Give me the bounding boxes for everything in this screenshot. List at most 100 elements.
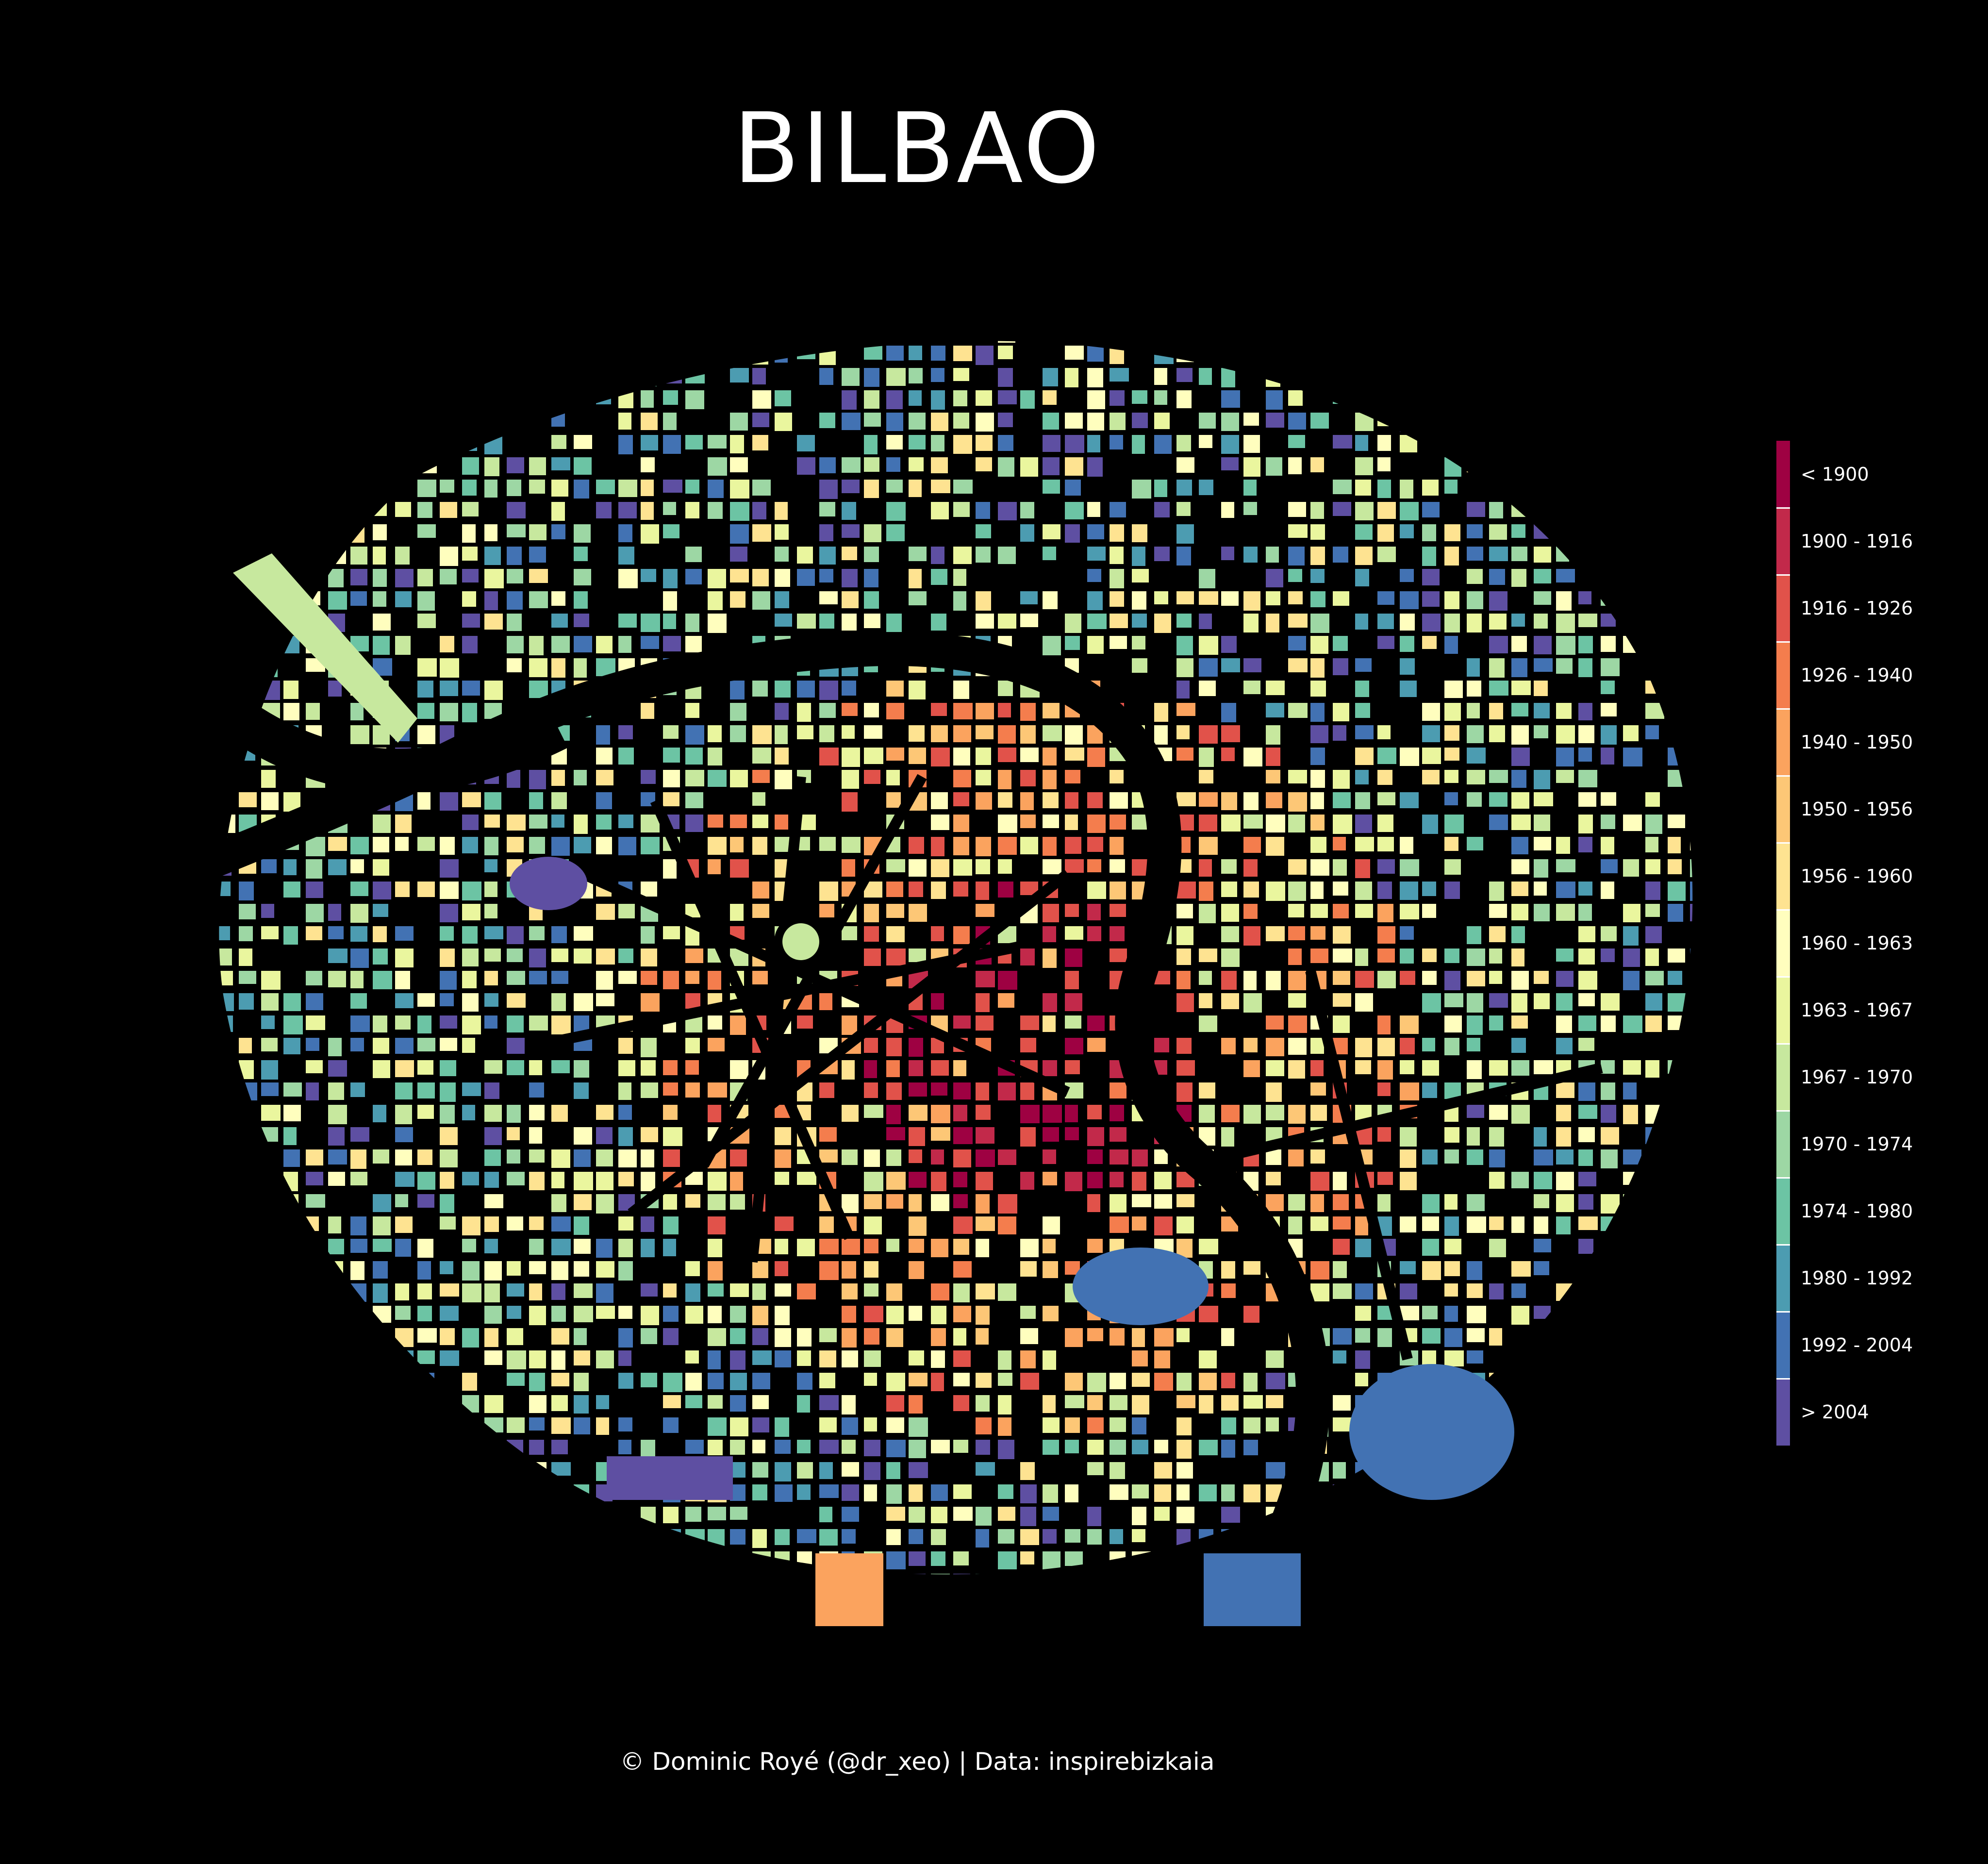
building-block	[797, 346, 815, 359]
building-block	[1556, 703, 1572, 719]
building-block	[507, 1216, 523, 1231]
building-block	[283, 993, 301, 1011]
building-block	[529, 1551, 548, 1568]
building-block	[1467, 703, 1480, 718]
building-block	[1668, 435, 1682, 449]
building-block	[1221, 636, 1237, 653]
building-block	[373, 1596, 388, 1611]
building-block	[618, 1105, 632, 1120]
building-block	[1578, 1306, 1595, 1320]
building-block	[1310, 1082, 1326, 1096]
building-block	[953, 1283, 970, 1302]
building-block	[1355, 1529, 1371, 1546]
building-block	[507, 390, 525, 409]
building-block	[1400, 1618, 1419, 1637]
building-block	[976, 1373, 992, 1388]
building-block	[462, 882, 481, 900]
building-block	[239, 368, 258, 382]
building-block	[219, 658, 231, 676]
building-block	[484, 1507, 503, 1521]
building-block	[1645, 1172, 1661, 1189]
building-block	[395, 949, 414, 967]
building-block	[529, 1127, 542, 1144]
building-block	[752, 1574, 766, 1575]
building-block	[1668, 413, 1683, 431]
building-block	[1333, 926, 1351, 944]
building-block	[1154, 1194, 1172, 1209]
building-block	[239, 1261, 258, 1275]
building-block	[618, 547, 634, 565]
building-block	[1601, 1507, 1618, 1520]
building-block	[864, 949, 881, 966]
building-block	[306, 547, 325, 562]
building-block	[1020, 524, 1034, 542]
building-block	[1132, 1596, 1148, 1614]
building-block	[1444, 1306, 1458, 1322]
building-block	[1176, 1618, 1192, 1635]
building-block	[1221, 971, 1237, 990]
building-block	[417, 703, 434, 719]
building-block	[1534, 1440, 1553, 1456]
building-block	[1288, 1060, 1305, 1079]
building-block	[886, 1105, 901, 1124]
building-block	[618, 1038, 633, 1054]
legend-swatch	[1776, 977, 1790, 1044]
building-block	[484, 681, 503, 700]
building-block	[1534, 904, 1550, 921]
building-block	[1534, 993, 1550, 1009]
building-block	[864, 323, 878, 339]
building-block	[507, 301, 524, 316]
building-block	[976, 1015, 994, 1031]
building-block	[440, 1574, 458, 1575]
building-block	[283, 1038, 300, 1054]
building-block	[1601, 725, 1617, 745]
building-block	[708, 1082, 727, 1098]
building-block	[373, 1373, 386, 1392]
building-block	[842, 1484, 859, 1501]
building-block	[1377, 346, 1396, 364]
building-block	[931, 1507, 947, 1523]
building-block	[1489, 1239, 1506, 1257]
building-block	[1132, 390, 1147, 404]
building-block	[1578, 636, 1593, 653]
building-block	[219, 413, 231, 431]
building-block	[261, 792, 279, 810]
building-block	[1668, 1440, 1681, 1454]
building-block	[551, 1328, 569, 1345]
building-block	[909, 1373, 928, 1386]
building-block	[417, 1038, 435, 1051]
building-block	[596, 636, 613, 653]
building-block	[886, 1038, 902, 1056]
building-block	[1690, 792, 1693, 810]
building-block	[507, 1306, 521, 1319]
building-block	[417, 1015, 431, 1033]
building-block	[1712, 1350, 1726, 1369]
building-block	[1400, 502, 1419, 520]
legend-label: < 1900	[1801, 464, 1869, 485]
building-block	[953, 703, 973, 719]
building-block	[1690, 949, 1693, 967]
building-block	[730, 524, 749, 544]
building-block	[350, 1507, 367, 1522]
building-block	[1221, 591, 1239, 606]
building-block	[194, 1596, 208, 1614]
building-block	[1422, 993, 1441, 1013]
building-block	[1266, 1417, 1279, 1431]
building-block	[1467, 949, 1485, 966]
building-block	[1578, 1038, 1594, 1051]
building-block	[239, 1350, 257, 1365]
building-block	[350, 949, 369, 968]
building-block	[864, 1417, 877, 1431]
building-block	[507, 1149, 520, 1164]
building-block	[1043, 1149, 1056, 1164]
building-block	[1355, 882, 1372, 900]
building-block	[1511, 1373, 1530, 1389]
building-block	[886, 904, 904, 918]
building-block	[1288, 591, 1303, 604]
building-block	[618, 1082, 631, 1100]
building-block	[1288, 1149, 1304, 1166]
building-block	[1087, 904, 1101, 920]
building-block	[1310, 413, 1329, 429]
building-block	[219, 1395, 235, 1408]
building-block	[1043, 1596, 1056, 1614]
